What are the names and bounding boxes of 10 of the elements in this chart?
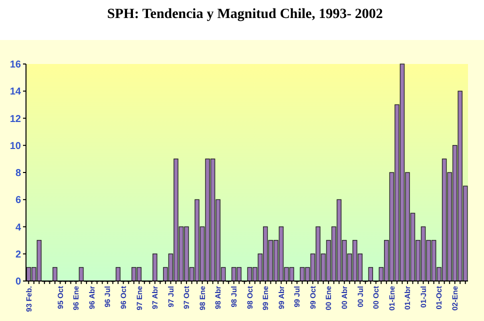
y-tick-label: 6: [15, 195, 22, 206]
y-tick-label: 16: [10, 60, 22, 70]
y-tick-label: 12: [10, 114, 22, 125]
y-tick-label: 8: [15, 168, 22, 179]
y-tick-label: 0: [15, 276, 22, 288]
y-tick-label: 14: [10, 86, 22, 98]
y-tick-label: 2: [15, 249, 22, 260]
y-tick-label: 4: [15, 222, 22, 234]
y-tick-label: 10: [10, 140, 22, 152]
chart-title: SPH: Tendencia y Magnitud Chile, 1993- 2002: [107, 7, 383, 22]
